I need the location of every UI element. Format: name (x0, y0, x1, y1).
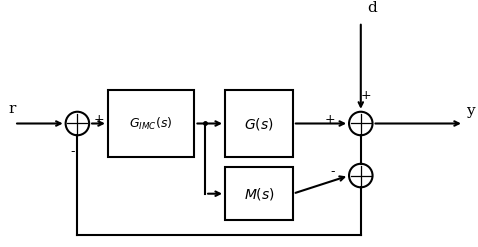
Text: +: + (360, 89, 371, 102)
Bar (225, 167, 293, 220)
Text: y: y (466, 104, 475, 118)
Text: $G_{IMC}(s)$: $G_{IMC}(s)$ (130, 115, 173, 132)
Text: +: + (325, 113, 335, 126)
Text: +: + (94, 113, 105, 126)
Text: $G(s)$: $G(s)$ (244, 116, 274, 131)
Bar (108, 90, 195, 157)
Text: -: - (330, 165, 335, 179)
Text: $M(s)$: $M(s)$ (243, 186, 274, 202)
Text: d: d (368, 0, 377, 15)
Text: r: r (8, 102, 15, 116)
Text: -: - (70, 145, 75, 158)
Bar (225, 90, 293, 157)
